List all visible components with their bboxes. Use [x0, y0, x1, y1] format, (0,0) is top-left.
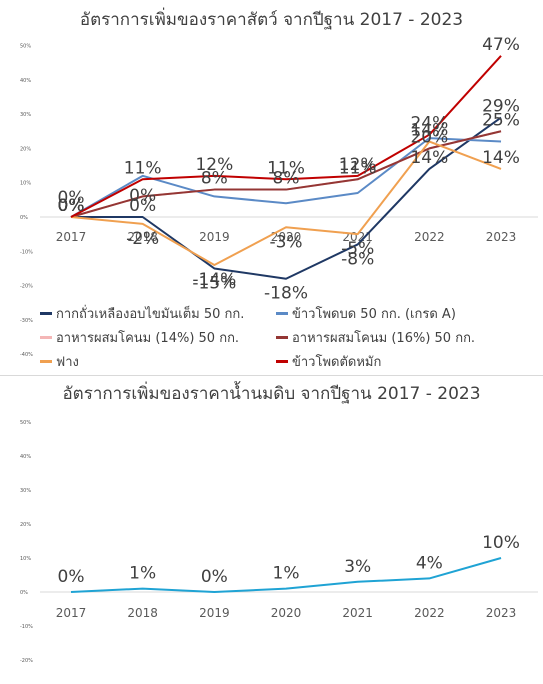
data-label: 25% [482, 110, 520, 130]
y-tick-label: 40% [20, 78, 31, 84]
data-label: 4% [416, 553, 443, 573]
series-line-3 [70, 130, 502, 218]
x-tick-label: 2018 [127, 230, 158, 244]
y-tick-label: 0% [20, 590, 28, 596]
data-label: 0% [58, 196, 85, 216]
y-tick-label: -20% [20, 284, 33, 290]
data-label: 47% [482, 35, 520, 55]
panel-divider [0, 375, 543, 376]
data-label: -2% [126, 229, 159, 249]
data-label: 0% [201, 567, 228, 587]
series-line-1 [70, 137, 502, 218]
data-label: -3% [269, 232, 302, 252]
x-tick-label: 2020 [271, 230, 302, 244]
series-line-4 [70, 140, 502, 267]
x-tick-label: 2019 [199, 606, 230, 620]
data-label: 29% [482, 97, 520, 117]
y-tick-label: 50% [20, 420, 31, 426]
data-label: -5% [341, 239, 374, 259]
data-label: -18% [264, 284, 308, 304]
y-tick-label: 10% [20, 181, 31, 187]
data-label: 11% [124, 158, 162, 178]
y-tick-label: 10% [20, 556, 31, 562]
data-label: 14% [410, 121, 448, 141]
data-label: 0% [58, 567, 85, 587]
data-label: 1% [273, 564, 300, 584]
data-label: 10% [482, 533, 520, 553]
data-label: 11% [339, 158, 377, 178]
data-label: 1% [129, 564, 156, 584]
x-tick-label: 2023 [486, 230, 517, 244]
chart-title: อัตราการเพิ่มของราคาสัตว์ จากปีฐาน 2017 … [79, 10, 464, 30]
legend-swatch-silage [276, 360, 288, 363]
y-tick-label: -20% [20, 658, 33, 664]
y-tick-label: -10% [20, 624, 33, 630]
chart-panel-raw-milk: อัตราการเพิ่มของราคาน้ำนมดิบ จากปีฐาน 20… [0, 376, 543, 684]
data-label: 24% [410, 114, 448, 134]
data-label: 0% [58, 196, 85, 216]
legend-label: ข้าวโพดบด 50 กก. (เกรด A) [292, 307, 456, 322]
legend-label: อาหารผสมโคนม (14%) 50 กก. [56, 331, 240, 346]
y-tick-label: 20% [20, 522, 31, 528]
legend-item-feed-14: อาหารผสมโคนม (14%) 50 กก. [40, 327, 239, 348]
y-tick-label: 50% [20, 44, 31, 50]
x-tick-label: 2017 [56, 606, 87, 620]
chart-plot-area: 50% 40% 30% 20% 10% 0% -10% -20% 2017 2018 2019 202… [20, 420, 538, 664]
data-label: -14% [192, 270, 236, 290]
data-label: -15% [192, 273, 236, 293]
y-tick-label: 30% [20, 112, 31, 118]
x-tick-label: 2017 [56, 230, 87, 244]
data-label: 0% [129, 196, 156, 216]
legend-swatch-straw [40, 360, 52, 363]
y-tick-label: -30% [20, 318, 33, 324]
data-label: 20% [410, 127, 448, 147]
legend-item-feed-16: อาหารผสมโคนม (16%) 50 กก. [276, 327, 475, 348]
y-tick-label: 40% [20, 454, 31, 460]
data-label: 12% [339, 155, 377, 175]
y-tick-label: 30% [20, 488, 31, 494]
y-tick-label: -10% [20, 249, 33, 255]
data-label: 0% [58, 196, 85, 216]
data-label: 0% [58, 196, 85, 216]
y-tick-label: -40% [20, 352, 33, 358]
legend-swatch-feed-14 [40, 336, 52, 339]
legend-label: ข้าวโพดตัดหมัก [292, 355, 382, 370]
y-tick-label: 0% [20, 215, 28, 221]
legend-swatch-soybean [40, 312, 52, 315]
legend-swatch-feed-16 [276, 336, 288, 339]
data-label: 0% [58, 188, 85, 208]
data-label: 11% [267, 158, 305, 178]
data-label: 14% [482, 148, 520, 168]
data-label: 0% [58, 196, 85, 216]
x-tick-label: 2022 [414, 230, 445, 244]
x-tick-label: 2022 [414, 606, 445, 620]
data-label: 12% [195, 155, 233, 175]
series-line-5 [70, 55, 502, 218]
x-tick-label: 2018 [127, 606, 158, 620]
x-tick-label: 2020 [271, 606, 302, 620]
legend-label: อาหารผสมโคนม (16%) 50 กก. [292, 331, 476, 346]
legend-label: ฟาง [56, 355, 79, 370]
legend-swatch-ground-corn [276, 312, 288, 315]
data-label: 3% [344, 557, 371, 577]
data-label: 8% [273, 169, 300, 189]
x-tick-label: 2021 [342, 606, 373, 620]
legend-item-soybean: กากถั่วเหลืองอบไขมันเต็ม 50 กก. [40, 303, 244, 324]
legend-label: กากถั่วเหลืองอบไขมันเต็ม 50 กก. [56, 307, 245, 322]
series-line-0 [70, 557, 502, 593]
y-tick-label: 20% [20, 146, 31, 152]
legend-item-ground-corn: ข้าวโพดบด 50 กก. (เกรด A) [276, 303, 456, 324]
chart-panel-feed-prices: อัตราการเพิ่มของราคาสัตว์ จากปีฐาน 2017 … [20, 10, 538, 372]
chart-title: อัตราการเพิ่มของราคาน้ำนมดิบ จากปีฐาน 20… [62, 384, 481, 404]
x-tick-label: 2019 [199, 230, 230, 244]
legend-item-straw: ฟาง [40, 351, 79, 372]
series-line-0 [71, 116, 502, 280]
data-label: -8% [341, 249, 374, 269]
legend-item-silage: ข้าวโพดตัดหมัก [276, 351, 381, 372]
data-label: 14% [410, 148, 448, 168]
chart-plot-area: 50% 40% 30% 20% 10% 0% -10% -20% -30% -40% 2017 201… [20, 35, 538, 358]
data-label: 0% [129, 186, 156, 206]
x-tick-label: 2023 [486, 606, 517, 620]
data-label: 8% [201, 169, 228, 189]
